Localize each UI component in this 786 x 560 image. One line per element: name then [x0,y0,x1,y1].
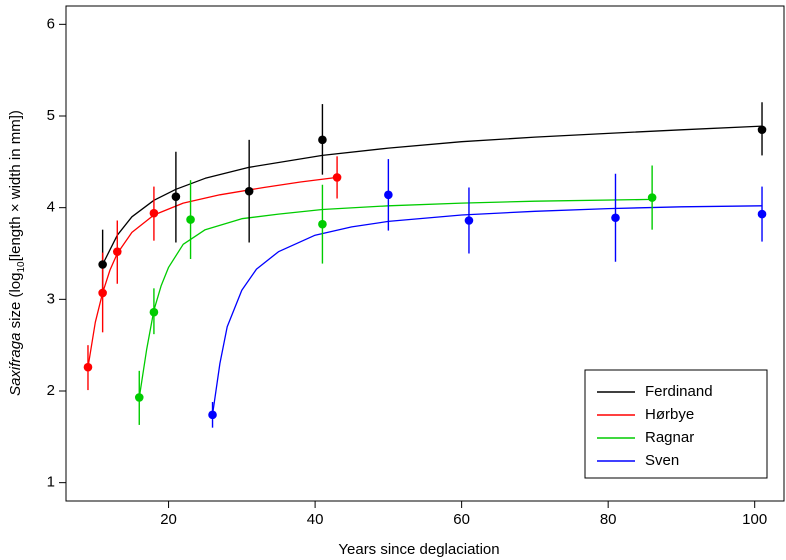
plot-frame [65,5,785,502]
fit-curve-h-rbye [87,176,338,368]
x-tick-label: 20 [160,511,177,528]
data-point-h-rbye [112,247,122,256]
y-tick-label: 3 [47,290,55,307]
y-axis: 1 2 3 4 5 6 [47,15,66,491]
data-point-ragnar [318,219,327,229]
fit-curve-ragnar [138,198,653,398]
data-point-ragnar [647,193,657,202]
data-point-ferdinand [244,186,254,196]
data-point-ragnar [186,215,195,224]
y-tick-label: 2 [47,382,55,399]
x-axis: 20 40 60 80 100 [160,501,767,528]
data-point-ragnar [134,393,144,402]
y-tick-label: 5 [47,107,55,124]
data-points [83,125,767,420]
data-point-h-rbye [332,173,342,182]
data-point-sven [757,209,767,219]
data-point-h-rbye [98,288,107,298]
y-axis-label-pre: size (log [7,273,24,333]
data-point-sven [464,216,474,225]
data-point-ferdinand [757,125,767,135]
data-point-ferdinand [171,192,181,201]
y-axis-label-italic: Saxifraga [7,333,24,396]
legend: Ferdinand Hørbye Ragnar Sven [584,369,768,479]
legend-label-ragnar: Ragnar [645,429,694,446]
y-tick-label: 6 [47,15,55,32]
data-point-ferdinand [98,260,107,269]
fit-curve-ferdinand [102,125,763,265]
data-point-sven [384,190,393,200]
data-point-h-rbye [83,362,93,372]
x-tick-label: 60 [453,511,470,528]
x-tick-label: 80 [600,511,617,528]
y-axis-label: Saxifraga size (log10[length × width in … [7,110,27,396]
legend-box [584,369,768,479]
data-point-h-rbye [149,208,159,218]
fitted-curves [87,125,763,415]
x-axis-label: Years since deglaciation [338,541,499,558]
x-tick-label: 40 [307,511,324,528]
x-tick-label: 100 [742,511,767,528]
data-point-ragnar [149,307,159,317]
legend-label-ferdinand: Ferdinand [645,383,713,400]
data-point-ferdinand [318,135,327,145]
data-point-sven [208,410,217,420]
y-tick-label: 1 [47,474,55,491]
y-axis-label-sub: 10 [16,261,27,273]
legend-label-sven: Sven [645,452,679,469]
fit-curve-sven [211,205,763,415]
y-tick-label: 4 [47,199,55,216]
y-axis-label-post: [length × width in mm]) [7,110,24,261]
legend-label-h-rbye: Hørbye [645,406,694,423]
data-point-sven [611,213,620,223]
